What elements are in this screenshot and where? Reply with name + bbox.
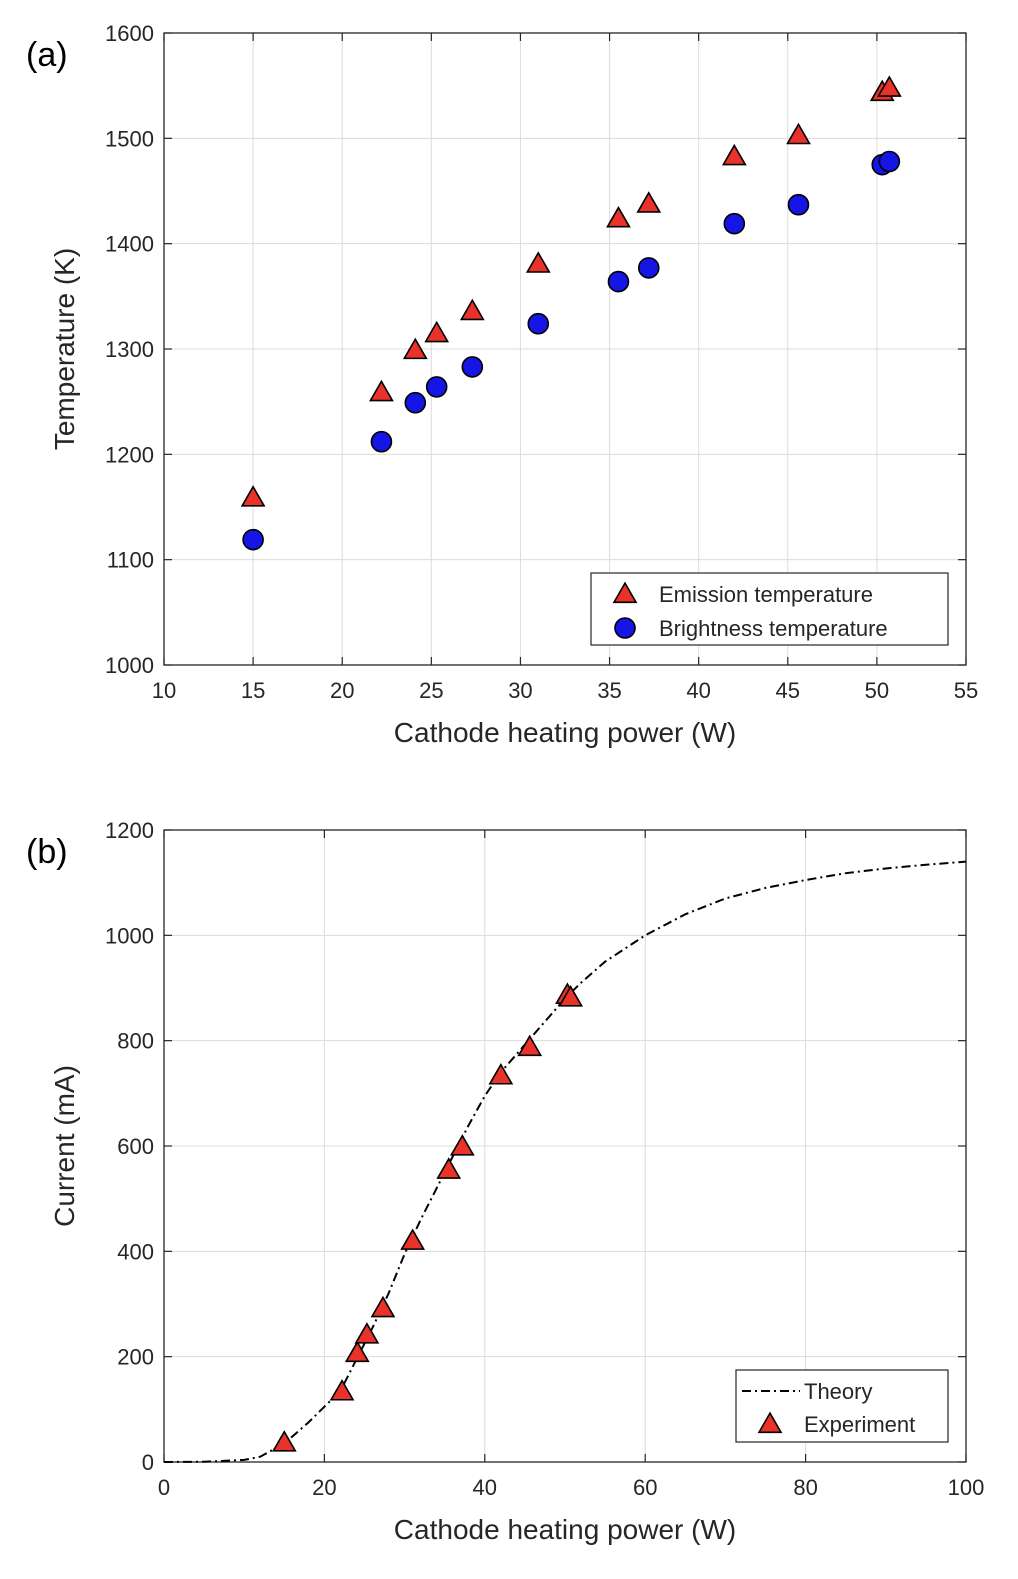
panel-b-y-axis-label: Current (mA) [49, 1065, 80, 1227]
data-point-emission-temperature [240, 485, 266, 507]
panel-b-xtick-label: 60 [633, 1475, 657, 1500]
data-point-emission-temperature [424, 320, 450, 343]
data-point-brightness-temperature [878, 150, 901, 173]
panel-a-ytick-label: 1000 [105, 653, 154, 678]
panel-a-xtick-label: 25 [419, 678, 443, 703]
panel-b-ytick-label: 0 [142, 1450, 154, 1475]
panel-b-xtick-label: 20 [312, 1475, 336, 1500]
panel-a-ytick-label: 1600 [105, 21, 154, 46]
data-point-emission-temperature [402, 337, 428, 360]
panel-b-xtick-label: 100 [948, 1475, 985, 1500]
legend-symbol-emission-temperature [612, 581, 638, 604]
panel-b-ytick-label: 200 [117, 1345, 154, 1370]
data-point-emission-temperature [876, 75, 902, 97]
panel-a-xtick-label: 40 [686, 678, 710, 703]
panel-a-label: (a) [26, 36, 68, 74]
data-point-emission-temperature [786, 122, 811, 145]
panel-a-chart: 10 15 20 25 30 35 40 45 50 55 1000 1100 1200 1300 1400… [26, 21, 978, 748]
data-point-experiment [436, 1157, 462, 1179]
panel-b-x-axis-label: Cathode heating power (W) [394, 1514, 736, 1545]
data-point-experiment [354, 1322, 380, 1344]
panel-b-ytick-label: 1000 [105, 923, 154, 948]
panel-a-legend-box [590, 572, 949, 646]
panel-a-xtick-label: 45 [776, 678, 800, 703]
legend-symbol-brightness-temperature [614, 617, 636, 639]
panel-a-ytick-label: 1300 [105, 337, 154, 362]
panel-a-xtick-label: 15 [241, 678, 265, 703]
data-point-brightness-temperature [404, 391, 427, 414]
data-point-experiment [517, 1034, 543, 1057]
panel-b-xtick-label: 0 [158, 1475, 170, 1500]
data-point-brightness-temperature [242, 528, 264, 551]
data-point-brightness-temperature [425, 376, 448, 398]
data-point-experiment [344, 1340, 370, 1363]
panel-a-ytick-label: 1200 [105, 442, 154, 467]
data-point-emission-temperature [636, 191, 662, 213]
panel-b-chart: 0 20 40 60 80 100020040060080010001200Cathode… [26, 818, 984, 1545]
panel-a-xtick-label: 55 [954, 678, 978, 703]
legend-label-experiment: Experiment [804, 1412, 915, 1437]
panel-b-xtick-label: 80 [793, 1475, 817, 1500]
series-line-theory [163, 860, 967, 1463]
data-point-emission-temperature [721, 143, 747, 166]
data-point-brightness-temperature [723, 212, 746, 235]
data-point-experiment [271, 1430, 297, 1452]
panel-a-xtick-label: 30 [508, 678, 532, 703]
data-point-emission-temperature [606, 205, 631, 228]
panel-b-ytick-label: 400 [117, 1239, 154, 1264]
data-point-brightness-temperature [461, 356, 484, 378]
data-point-experiment [449, 1134, 475, 1156]
panel-a-ytick-label: 1400 [105, 232, 154, 257]
panel-b-ytick-label: 1200 [105, 818, 154, 843]
legend-symbol-experiment [757, 1411, 783, 1434]
panel-b-label: (b) [26, 833, 68, 871]
data-point-brightness-temperature [607, 270, 630, 293]
panel-a-xtick-label: 50 [865, 678, 889, 703]
legend-label-theory: Theory [804, 1379, 872, 1404]
data-point-emission-temperature [459, 298, 485, 321]
panel-a-x-axis-label: Cathode heating power (W) [394, 717, 736, 748]
data-point-brightness-temperature [370, 430, 393, 453]
panel-b-ytick-label: 800 [117, 1029, 154, 1054]
data-point-brightness-temperature [527, 312, 550, 335]
panel-b-xtick-label: 40 [473, 1475, 497, 1500]
panel-a-xtick-label: 20 [330, 678, 354, 703]
data-point-experiment [370, 1295, 396, 1318]
panel-a-ytick-label: 1100 [107, 548, 154, 573]
data-point-experiment [488, 1063, 514, 1085]
panel-a-ytick-label: 1500 [105, 126, 154, 151]
legend-label-emission-temperature: Emission temperature [659, 582, 873, 607]
data-point-brightness-temperature [637, 257, 660, 279]
panel-a-xtick-label: 10 [152, 678, 176, 703]
data-point-experiment [558, 985, 583, 1007]
data-point-emission-temperature [369, 379, 394, 402]
data-point-experiment [329, 1379, 355, 1401]
legend-label-brightness-temperature: Brightness temperature [659, 616, 888, 641]
panel-b-ytick-label: 600 [117, 1134, 154, 1159]
data-point-experiment [400, 1228, 426, 1250]
data-point-brightness-temperature [787, 193, 810, 216]
data-point-emission-temperature [525, 251, 551, 273]
panel-a-xtick-label: 35 [597, 678, 621, 703]
panel-a-y-axis-label: Temperature (K) [49, 248, 80, 450]
